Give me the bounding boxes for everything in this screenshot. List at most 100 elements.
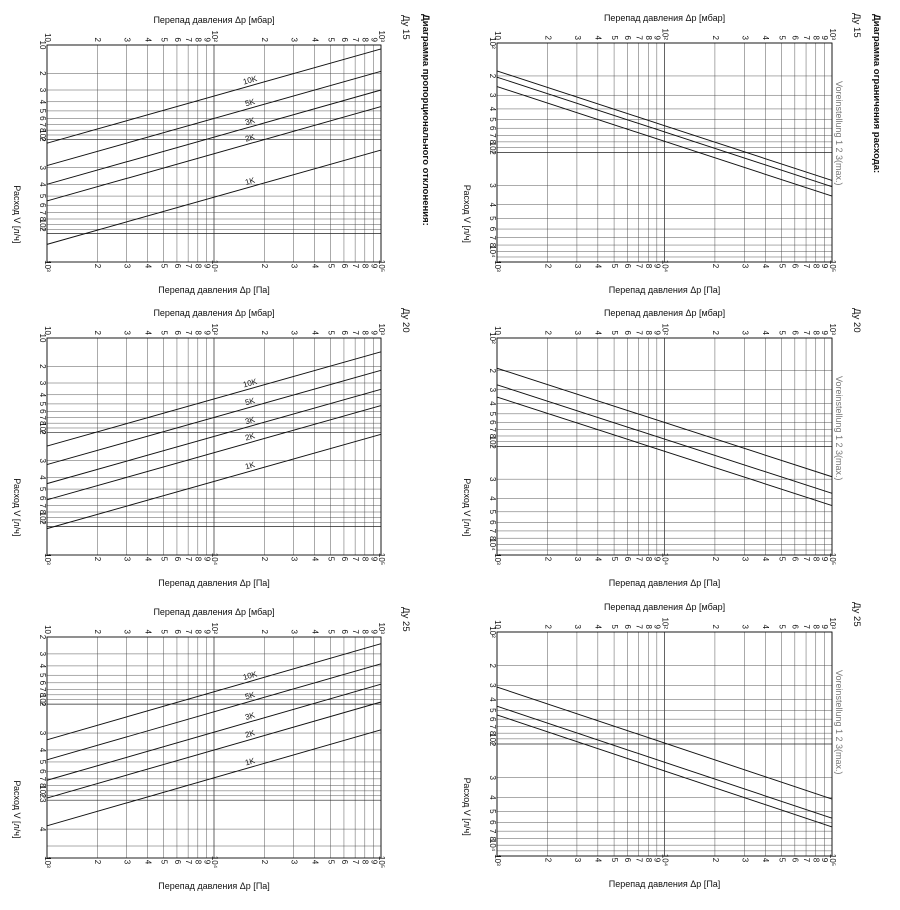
pa-tick-label: 3 <box>573 858 582 863</box>
mbar-tick-label: 7 <box>802 625 811 630</box>
mbar-tick-label: 9 <box>820 331 829 336</box>
flow-tick-label: 5 <box>38 673 47 678</box>
flow-tick-label: 10³ <box>488 436 497 448</box>
mbar-tick-label: 9 <box>820 36 829 41</box>
pa-tick-label: 6 <box>791 858 800 863</box>
flow-tick-label: 4 <box>488 401 497 406</box>
pa-tick-label: 5 <box>160 557 169 562</box>
mbar-tick-label: 4 <box>594 331 603 336</box>
pa-tick-label: 7 <box>184 860 193 865</box>
mbar-tick-label: 6 <box>623 625 632 630</box>
mbar-tick-label: 9 <box>653 36 662 41</box>
pa-tick-label: 9 <box>653 557 662 562</box>
series-line-5 <box>46 643 382 741</box>
plot-frame <box>496 631 833 857</box>
pa-tick-label: 10³ <box>493 260 502 272</box>
series-line-1 <box>46 433 382 530</box>
series-line-1 <box>496 86 833 197</box>
flow-tick-label: 2 <box>488 74 497 79</box>
pa-tick-label: 8 <box>194 860 203 865</box>
pa-tick-label: 6 <box>340 264 349 269</box>
flow-tick-label: 10 <box>38 334 47 343</box>
pa-tick-label: 4 <box>761 858 770 863</box>
pa-tick-label: 9 <box>653 264 662 269</box>
flow-tick-label: 8 <box>488 434 497 439</box>
pa-tick-label: 4 <box>310 860 319 865</box>
flow-tick-label: 3 <box>488 683 497 688</box>
mbar-tick-label: 9 <box>820 625 829 630</box>
flow-tick-label: 2 <box>38 702 47 707</box>
mbar-tick-label: 3 <box>573 625 582 630</box>
flow-tick-label: 6 <box>488 420 497 425</box>
pa-tick-label: 5 <box>327 860 336 865</box>
flow-tick-label: 7 <box>488 724 497 729</box>
mbar-tick-label: 10³ <box>828 323 837 335</box>
pa-tick-label: 10⁴ <box>660 854 669 867</box>
mbar-tick-label: 2 <box>543 625 552 630</box>
pa-tick-label: 2 <box>711 264 720 269</box>
pa-tick-label: 4 <box>594 858 603 863</box>
pa-tick-label: 7 <box>184 264 193 269</box>
pa-tick-label: 9 <box>202 860 211 865</box>
flow-tick-label: 4 <box>38 827 47 832</box>
axis-title-flow: Расход V [л/ч] <box>12 780 22 838</box>
pa-tick-label: 5 <box>160 860 169 865</box>
axis-title-pa: Перепад давления Δp [Па] <box>609 578 721 588</box>
mbar-tick-label: 2 <box>543 331 552 336</box>
flow-tick-label: 2 <box>488 150 497 155</box>
series-line-2 <box>496 76 833 188</box>
flow-tick-label: 3 <box>488 477 497 482</box>
mbar-tick-label: 5 <box>610 36 619 41</box>
mbar-tick-label: 6 <box>173 630 182 635</box>
series-line-2 <box>496 384 833 494</box>
flow-tick-label: 7 <box>38 210 47 215</box>
pa-tick-label: 10³ <box>43 856 52 868</box>
flow-tick-label: 10² <box>38 422 47 434</box>
pa-tick-label: 8 <box>361 860 370 865</box>
panel-title: Ду 25 <box>400 607 411 632</box>
flow-tick-label: 10³ <box>488 142 497 154</box>
pa-tick-label: 10⁵ <box>377 856 386 868</box>
mbar-tick-label: 10² <box>660 323 669 335</box>
curve-label: 2K <box>244 132 257 144</box>
flow-tick-label: 7 <box>488 133 497 138</box>
pa-tick-label: 10⁵ <box>828 854 837 866</box>
series-line-1 <box>46 729 382 827</box>
flow-tick-label: 7 <box>488 235 497 240</box>
plot-frame <box>46 337 382 556</box>
mbar-tick-label: 6 <box>340 331 349 336</box>
mbar-tick-label: 7 <box>184 38 193 43</box>
flow-tick-label: 3 <box>38 165 47 170</box>
axis-title-flow: Расход V [л/ч] <box>462 478 472 536</box>
axis-title-mbar: Перепад давления Δp [мбар] <box>604 602 725 612</box>
mbar-tick-label: 8 <box>644 331 653 336</box>
mbar-tick-label: 6 <box>340 38 349 43</box>
mbar-tick-label: 3 <box>123 630 132 635</box>
pa-tick-label: 4 <box>761 557 770 562</box>
series-line-3 <box>496 714 833 828</box>
flow-tick-label: 6 <box>38 496 47 501</box>
curve-label: 2K <box>244 431 257 443</box>
flow-tick-label: 3 <box>38 731 47 736</box>
axis-title-pa: Перепад давления Δp [Па] <box>158 285 270 295</box>
mbar-tick-label: 9 <box>369 331 378 336</box>
flow-tick-label: 2 <box>38 137 47 142</box>
pa-tick-label: 5 <box>610 557 619 562</box>
series-line-2 <box>46 701 382 799</box>
flow-tick-label: 3 <box>488 775 497 780</box>
pa-tick-label: 3 <box>290 264 299 269</box>
flow-tick-label: 7 <box>488 829 497 834</box>
flow-tick-label: 8 <box>38 693 47 698</box>
mbar-tick-label: 5 <box>160 331 169 336</box>
pa-tick-label: 3 <box>740 264 749 269</box>
flow-tick-label: 7 <box>488 427 497 432</box>
mbar-tick-label: 4 <box>761 331 770 336</box>
mbar-tick-label: 7 <box>634 331 643 336</box>
curve-label: 3K <box>244 710 257 722</box>
pa-tick-label: 9 <box>202 264 211 269</box>
pa-tick-label: 9 <box>820 264 829 269</box>
axis-title-flow: Расход V [л/ч] <box>462 778 472 836</box>
flow-tick-label: 3 <box>488 183 497 188</box>
pa-tick-label: 3 <box>290 557 299 562</box>
flow-tick-label: 6 <box>38 681 47 686</box>
